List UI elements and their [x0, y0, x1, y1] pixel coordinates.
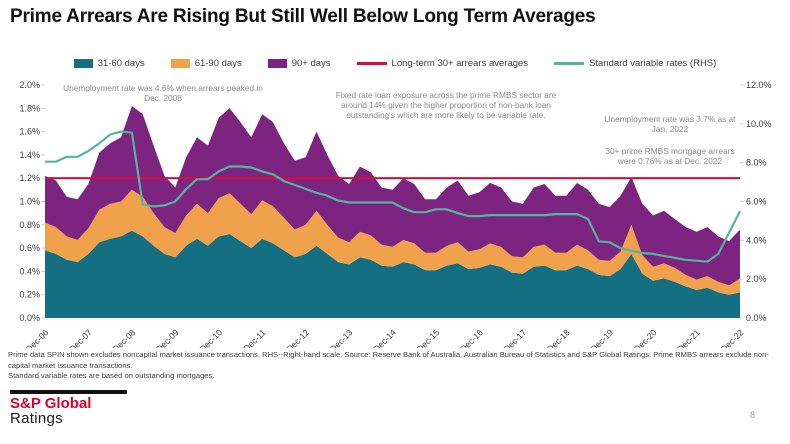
- footnote-line-1: Prime data SPIN shown excludes noncapita…: [8, 350, 769, 370]
- legend-label: 90+ days: [291, 58, 331, 69]
- x-axis-tick: Dec-20: [632, 327, 659, 348]
- area-61-90-days: [45, 189, 740, 295]
- legend-label: Standard variable rates (RHS): [589, 58, 717, 69]
- right-axis-tick: 4.0%: [746, 235, 767, 245]
- x-axis-tick: Dec-19: [588, 327, 615, 348]
- annotation-unemployment-2008: Unemployment rate was 4.6% when arrears …: [63, 83, 263, 104]
- arrears-chart: 0.0% 0.2% 0.4% 0.6% 0.8% 1.0% 1.2% 1.4% 1.6% 1.8%…: [19, 80, 771, 348]
- legend-item-90-days: 90+ days: [267, 58, 331, 69]
- legend-swatch-icon: [170, 59, 190, 68]
- left-axis-tick: 1.8%: [19, 103, 40, 113]
- left-axis-tick: 0.0%: [19, 313, 40, 323]
- x-axis-tick: Dec-14: [371, 327, 398, 348]
- left-axis-tick: 1.4%: [19, 150, 40, 160]
- x-axis-tick: Dec-16: [458, 327, 485, 348]
- page-title: Prime Arrears Are Rising But Still Well …: [10, 6, 596, 27]
- x-axis-tick: Dec-15: [415, 327, 442, 348]
- right-axis-tick: 12.0%: [746, 80, 772, 90]
- left-axis-tick: 1.0%: [19, 197, 40, 207]
- x-axis-tick: Dec-11: [241, 327, 267, 348]
- legend-label: 31-60 days: [97, 58, 145, 69]
- logo-division: Ratings: [10, 410, 63, 428]
- chart-legend: 31-60 days 61-90 days 90+ days Long-term 30…: [0, 58, 790, 69]
- area-90-days: [45, 106, 740, 286]
- sp-global-logo: S&P Global Ratings: [10, 390, 127, 428]
- x-axis-tick: Dec-08: [111, 327, 138, 348]
- footnote-line-2: Standard variable rates are based on out…: [8, 371, 215, 381]
- legend-item-standard-variable-rates-rhs-: Standard variable rates (RHS): [554, 58, 716, 69]
- annotation-unemployment-2022: Unemployment rate was 3.7% as at Jan. 20…: [604, 114, 736, 135]
- x-axis-tick: Dec-12: [284, 327, 311, 348]
- left-axis-tick: 0.2%: [19, 290, 40, 300]
- left-axis-tick: 0.6%: [19, 243, 40, 253]
- legend-line-icon: [356, 62, 387, 65]
- left-axis-tick: 1.2%: [19, 173, 40, 183]
- x-axis-tick: Dec-21: [675, 327, 702, 348]
- x-axis-tick: Dec-22: [719, 327, 746, 348]
- legend-label: Long-term 30+ arrears averages: [391, 58, 529, 69]
- x-axis-labels: Dec-06 Dec-07 Dec-08 Dec-09 Dec-10 Dec-11 Dec-…: [24, 327, 746, 348]
- annotation-fixed-rate-exposure: Fixed rate loan exposure across the prim…: [335, 90, 557, 121]
- left-axis-tick: 0.4%: [19, 266, 40, 276]
- annotation-arrears-dec-2022: 30+ prime RMBS mortgage arrears were 0.7…: [605, 146, 735, 167]
- right-axis-tick: 8.0%: [746, 158, 767, 168]
- legend-item-31-60-days: 31-60 days: [73, 58, 145, 69]
- right-axis-tick: 2.0%: [746, 274, 767, 284]
- logo-brand: S&P Global: [10, 394, 92, 412]
- x-axis-tick: Dec-18: [545, 327, 572, 348]
- x-axis-tick: Dec-09: [154, 327, 181, 348]
- line-standard-variable-rates-rhs-: [45, 130, 741, 263]
- left-axis-tick: 0.8%: [19, 220, 40, 230]
- area-31-60-days: [45, 230, 740, 318]
- x-axis-tick: Dec-07: [67, 327, 94, 348]
- legend-label: 61-90 days: [194, 58, 242, 69]
- legend-swatch-icon: [267, 59, 287, 68]
- legend-item-61-90-days: 61-90 days: [170, 58, 242, 69]
- x-axis-tick: Dec-17: [502, 327, 529, 348]
- footnote: Prime data SPIN shown excludes noncapita…: [8, 350, 786, 382]
- right-axis-tick: 6.0%: [746, 197, 767, 207]
- legend-line-icon: [554, 62, 585, 65]
- x-axis-tick: Dec-06: [24, 327, 51, 348]
- right-axis-tick: 0.0%: [746, 313, 767, 323]
- x-axis-tick: Dec-13: [328, 327, 355, 348]
- legend-item-long-term-30-arrears-averages: Long-term 30+ arrears averages: [356, 58, 529, 69]
- x-axis-tick: Dec-10: [198, 327, 225, 348]
- left-axis-tick: 1.6%: [19, 127, 40, 137]
- left-axis-tick: 2.0%: [19, 80, 40, 90]
- axis-labels: 0.0% 0.2% 0.4% 0.6% 0.8% 1.0% 1.2% 1.4% 1.6% 1.8%…: [19, 80, 771, 323]
- legend-swatch-icon: [73, 59, 93, 68]
- page-number: 8: [750, 410, 756, 420]
- right-axis-tick: 10.0%: [746, 119, 772, 129]
- logo-rule: [10, 390, 127, 394]
